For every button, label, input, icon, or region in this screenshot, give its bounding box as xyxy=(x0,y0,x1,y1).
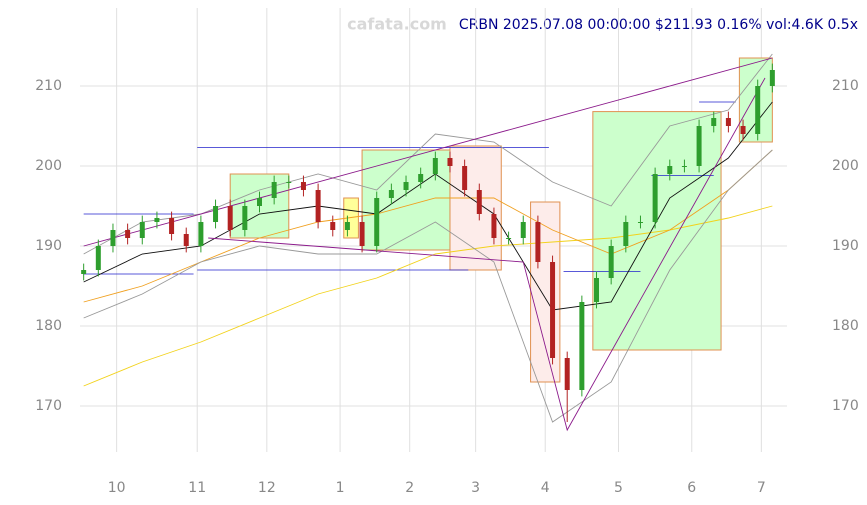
candle-body xyxy=(81,270,87,274)
x-tick-label: 10 xyxy=(108,480,126,496)
candle-body xyxy=(769,70,775,86)
candle-body xyxy=(725,118,731,126)
candle-body xyxy=(403,182,409,190)
candle-body xyxy=(564,358,570,390)
candle-body xyxy=(198,222,204,246)
y-tick-label: 200 xyxy=(35,158,62,174)
y-tick-label: 200 xyxy=(832,158,859,174)
candle-body xyxy=(652,174,658,222)
candle-body xyxy=(256,198,262,206)
y-tick-label: 190 xyxy=(35,238,62,254)
x-tick-label: 6 xyxy=(687,480,696,496)
candle-body xyxy=(388,190,394,198)
y-tick-label: 170 xyxy=(832,398,859,414)
x-tick-label: 12 xyxy=(258,480,276,496)
candle-body xyxy=(432,158,438,174)
candle-body xyxy=(227,206,233,230)
x-tick-label: 5 xyxy=(614,480,623,496)
candle-body xyxy=(623,222,629,246)
candle-body xyxy=(418,174,424,182)
candle-body xyxy=(154,218,160,222)
watermark: cafata.com xyxy=(347,15,447,34)
candle-body xyxy=(359,222,365,246)
y-tick-label: 210 xyxy=(35,78,62,94)
candle-body xyxy=(608,246,614,278)
candle-body xyxy=(462,166,468,190)
candle-body xyxy=(696,126,702,166)
x-tick-label: 2 xyxy=(405,480,414,496)
candle-body xyxy=(374,198,380,246)
candle-body xyxy=(315,190,321,222)
candle-body xyxy=(344,222,350,230)
candle-body xyxy=(330,222,336,230)
x-tick-label: 4 xyxy=(541,480,550,496)
zone xyxy=(592,111,722,351)
x-tick-label: 7 xyxy=(757,480,766,496)
candle-body xyxy=(476,190,482,214)
candle-body xyxy=(681,166,687,167)
y-tick-label: 210 xyxy=(832,78,859,94)
candle-body xyxy=(579,302,585,390)
line xyxy=(83,57,773,247)
candle-body xyxy=(520,222,526,238)
candle-body xyxy=(637,222,643,223)
candle-body xyxy=(594,278,600,302)
y-tick-label: 190 xyxy=(832,238,859,254)
candle-body xyxy=(711,118,717,126)
candle-body xyxy=(447,158,453,166)
line xyxy=(208,77,766,432)
zone xyxy=(530,201,561,383)
candle-body xyxy=(667,166,673,174)
candle-body xyxy=(242,206,248,230)
x-tick-label: 3 xyxy=(471,480,480,496)
candle-body xyxy=(95,246,101,270)
y-tick-label: 170 xyxy=(35,398,62,414)
candle-body xyxy=(300,182,306,190)
candle-body xyxy=(213,206,219,222)
candle-body xyxy=(125,230,131,238)
candle-body xyxy=(183,234,189,246)
x-tick-label: 11 xyxy=(188,480,206,496)
candle-body xyxy=(286,182,292,183)
candle-body xyxy=(271,182,277,198)
candle-body xyxy=(535,222,541,262)
chart-title: CRBN 2025.07.08 00:00:00 $211.93 0.16% v… xyxy=(459,17,858,33)
y-tick-label: 180 xyxy=(35,318,62,334)
x-tick-label: 1 xyxy=(336,480,345,496)
candle-body xyxy=(550,262,556,358)
candle-body xyxy=(740,126,746,134)
candle-body xyxy=(169,218,175,234)
candle-body xyxy=(755,86,761,134)
candle-body xyxy=(139,222,145,238)
candle-body xyxy=(110,230,116,246)
line xyxy=(83,149,773,423)
y-tick-label: 180 xyxy=(832,318,859,334)
candle-body xyxy=(506,238,512,239)
candle-body xyxy=(491,214,497,238)
